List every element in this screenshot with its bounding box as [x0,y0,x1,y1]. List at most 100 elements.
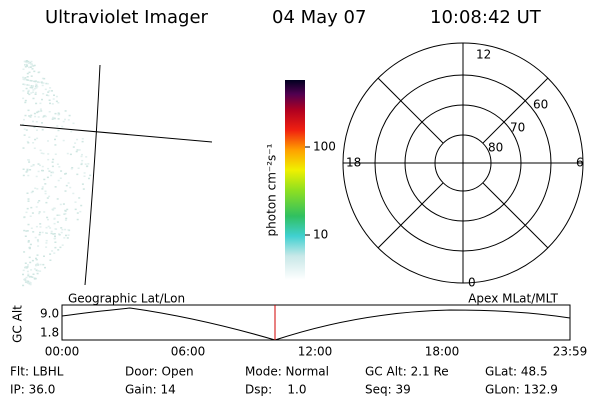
speckle [24,66,27,68]
speckle [39,149,42,152]
speckle [51,103,54,105]
lat-label: 80 [488,141,503,155]
speckle [27,274,30,277]
speckle [26,140,29,143]
speckle [66,208,69,211]
speckle [38,233,41,236]
speckle [41,122,43,124]
speckle [22,147,25,149]
speckle [37,81,40,83]
speckle [78,149,81,151]
speckle [41,98,43,101]
speckle [54,153,57,155]
speckle [60,231,63,234]
speckle [33,268,36,270]
speckle [34,80,37,83]
speckle [41,77,44,80]
speckle [35,225,38,228]
mlt-label: 0 [468,276,476,290]
date: 04 May 07 [272,7,366,28]
speckle [37,71,40,74]
speckle [27,62,30,65]
speckle [29,61,32,64]
speckle [27,142,30,144]
speckle [36,85,39,88]
speckle [23,128,26,130]
speckle [24,99,27,102]
status-field: GLon: 132.9 [485,383,558,397]
speckle [23,251,26,253]
speckle [22,168,25,170]
speckle [75,150,78,153]
speckle [27,109,30,112]
speckle [34,85,37,88]
speckle [56,163,59,165]
orbit-left-title: Geographic Lat/Lon [68,292,185,306]
speckle [37,116,40,118]
speckle [33,126,36,128]
speckle [66,237,69,239]
speckle [27,200,30,202]
speckle [22,273,24,276]
speckle [74,201,77,203]
speckle [81,140,84,143]
speckle [23,278,26,281]
lat-label: 70 [510,121,525,135]
speckle [29,86,32,89]
speckle [32,231,35,233]
speckle [37,245,40,247]
speckle [26,76,29,78]
speckle [51,90,53,92]
speckle [26,282,29,284]
speckle [36,272,39,275]
speckle [54,138,56,141]
speckle [53,233,56,235]
speckle [80,204,83,207]
speckle [26,84,29,86]
speckle [45,239,48,242]
orbit-frame [61,304,571,341]
speckle [64,219,67,221]
speckle [37,264,40,266]
speckle [24,281,27,283]
speckle [47,167,50,170]
speckle [70,130,73,133]
speckle [39,223,42,225]
speckle [55,100,58,103]
speckle [54,241,57,243]
speckle [32,65,35,67]
status-field: GC Alt: 2.1 Re [365,365,449,379]
speckle [27,241,30,243]
speckle [22,174,25,177]
speckle [34,138,37,141]
speckle [44,266,46,269]
speckle [80,163,83,166]
speckle [30,85,33,87]
speckle [32,85,34,87]
status-field: IP: 36.0 [10,383,55,397]
orbit-x-label: 00:00 [45,345,80,359]
speckle [39,263,42,266]
speckle [35,102,38,105]
speckle [62,139,65,142]
speckle [60,227,63,229]
orbit-x-label: 06:00 [171,345,206,359]
speckle [49,87,52,89]
speckle [28,246,31,249]
spoke [377,77,444,144]
speckle [47,158,50,161]
speckle [54,144,57,146]
meridian-line [84,64,101,286]
speckle [30,80,33,82]
speckle [52,158,55,161]
speckle [37,201,39,204]
speckle [34,115,37,118]
speckle [22,269,25,272]
speckle [47,140,49,142]
speckle [64,190,67,192]
speckle [48,170,51,172]
speckle [23,118,25,121]
speckle [32,273,35,275]
orbit-y-label: 9.0 [40,307,59,321]
speckle [27,66,30,69]
